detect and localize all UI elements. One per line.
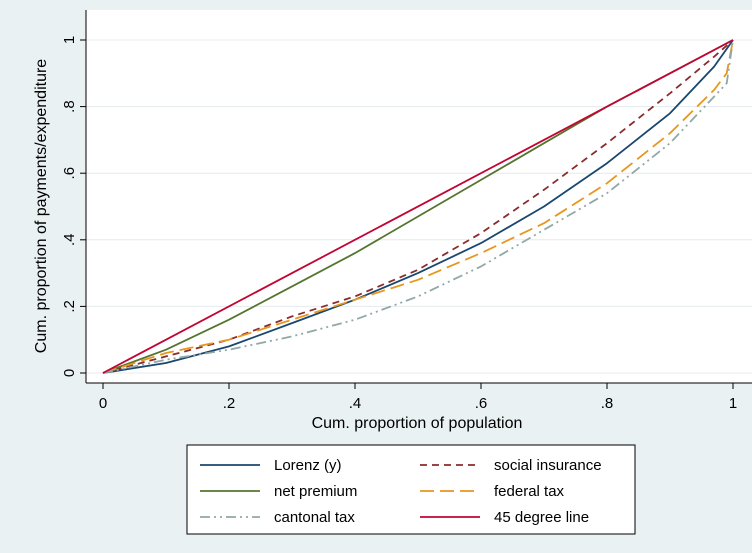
legend-label: social insurance [494, 457, 602, 474]
plot-background [86, 10, 752, 383]
series-layer [102, 39, 734, 374]
legend-label: cantonal tax [274, 509, 355, 526]
series-line-cantonal-tax [102, 39, 734, 374]
y-tick-label: .2 [61, 300, 78, 313]
legend-box [186, 444, 636, 535]
y-axis-label: Cum. proportion of payments/expenditure [33, 59, 50, 353]
y-tick-label: .6 [61, 167, 78, 180]
x-axis-label: Cum. proportion of population [312, 415, 523, 432]
series-line-lorenz-y [102, 39, 734, 374]
x-tick-label: .8 [601, 395, 614, 412]
series-line-social-insurance [102, 39, 734, 374]
x-tick-label: 1 [729, 395, 737, 412]
series-line-45-degree-line [102, 39, 734, 374]
y-tick-label: .4 [61, 234, 78, 247]
legend-label: net premium [274, 483, 357, 500]
x-tick-label: .4 [349, 395, 362, 412]
legend-label: 45 degree line [494, 509, 589, 526]
y-tick-label: 1 [61, 36, 78, 44]
x-tick-label: .2 [223, 395, 236, 412]
legend-label: federal tax [494, 483, 565, 500]
y-tick-label: .8 [61, 100, 78, 113]
x-tick-label: 0 [99, 395, 107, 412]
y-tick-label: 0 [61, 369, 78, 377]
series-line-federal-tax [102, 39, 734, 374]
legend: Lorenz (y) social insurance net premium fed… [200, 457, 602, 526]
x-tick-label: .6 [475, 395, 488, 412]
ticks: 0 .2 .4 .6 .8 1 0 .2 .4 .6 .8 1 [61, 36, 737, 412]
grid [86, 39, 752, 374]
legend-label: Lorenz (y) [274, 457, 342, 474]
